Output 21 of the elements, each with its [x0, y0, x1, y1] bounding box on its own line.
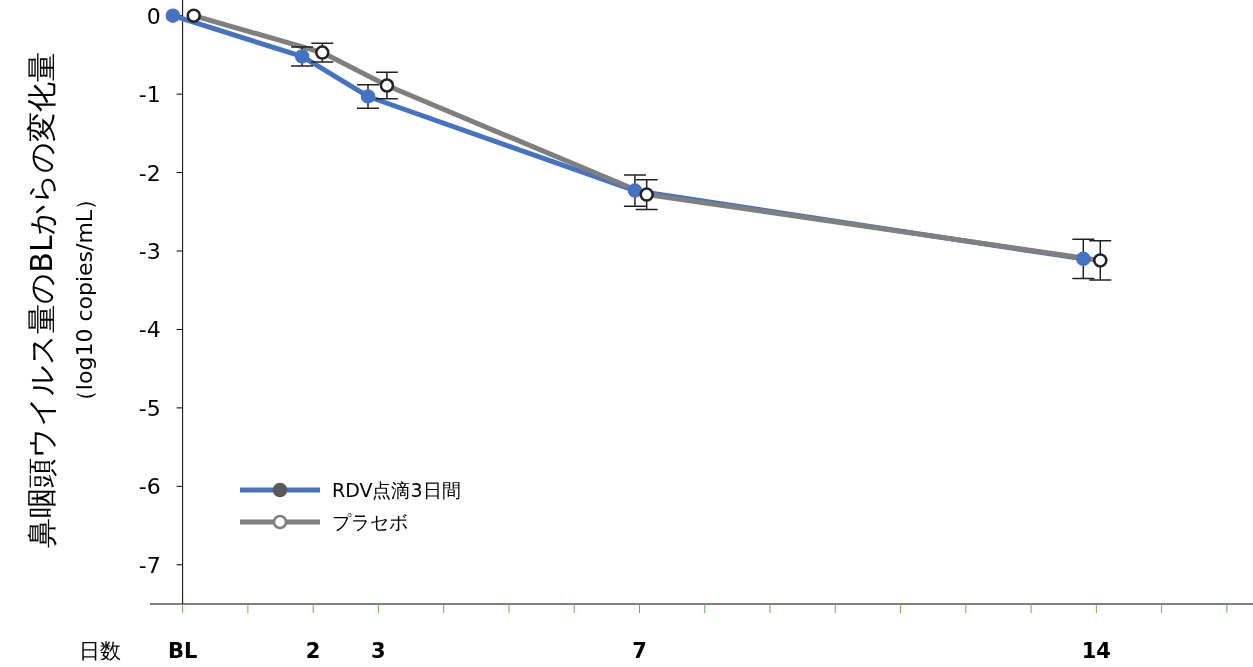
y-tick-label: -4 — [138, 317, 161, 343]
x-tick-label: 14 — [1081, 639, 1111, 663]
y-tick-label: -7 — [138, 552, 161, 578]
y-tick-label: -5 — [138, 395, 161, 421]
point — [165, 8, 181, 23]
x-tick-label: 2 — [305, 639, 321, 663]
legend-label: RDV点滴3日間 — [332, 479, 461, 501]
x-tick-label: 7 — [632, 639, 647, 663]
y-tick-label: -6 — [138, 474, 161, 500]
y-axis-title: 鼻咽頭ウイルス量のBLからの変化量（log10 copies/mL） — [24, 52, 97, 548]
point — [360, 89, 376, 104]
legend-label: プラセボ — [332, 511, 408, 533]
x-axis-title: 日数 — [79, 639, 121, 663]
y-tick-label: -2 — [138, 160, 161, 186]
point — [1076, 251, 1091, 267]
x-tick-label: 3 — [371, 639, 386, 663]
y-tick-label: -3 — [138, 239, 161, 265]
y-tick-label: 0 — [146, 3, 161, 29]
x-tick-label: BL — [167, 639, 198, 663]
y-tick-label: -1 — [138, 82, 161, 108]
point — [627, 183, 643, 198]
